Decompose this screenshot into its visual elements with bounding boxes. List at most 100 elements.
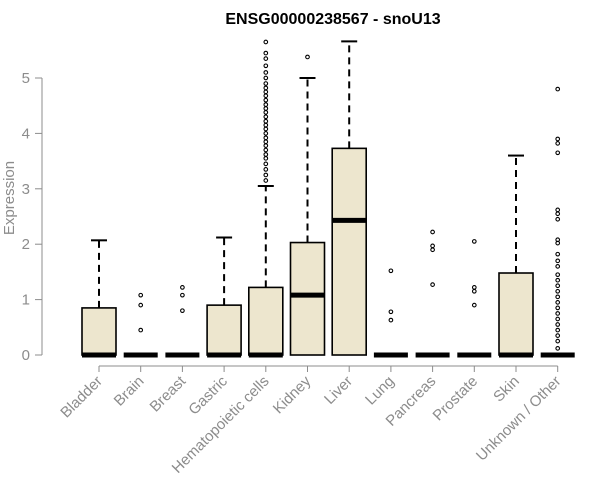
x-tick-label: Breast bbox=[147, 372, 190, 415]
box-hematopoietic-cells bbox=[248, 39, 284, 358]
x-tick-label: Kidney bbox=[270, 372, 315, 417]
outlier-point bbox=[555, 288, 561, 294]
outlier-point bbox=[263, 109, 269, 115]
box-lung bbox=[373, 268, 408, 358]
outlier-point bbox=[263, 106, 269, 111]
outlier-point bbox=[263, 122, 269, 128]
x-tick-label: Bladder bbox=[57, 373, 106, 422]
x-tick-label: Liver bbox=[321, 373, 356, 408]
chart-title: ENSG00000238567 - snoU13 bbox=[225, 11, 440, 28]
outlier-point bbox=[430, 282, 435, 287]
outlier-point bbox=[555, 272, 561, 278]
outlier-point bbox=[263, 143, 269, 148]
box-body bbox=[81, 307, 117, 356]
x-tick-label: Brain bbox=[111, 373, 148, 410]
outlier-point bbox=[263, 75, 269, 81]
outlier-point bbox=[555, 86, 561, 92]
y-tick-label: 4 bbox=[22, 125, 30, 142]
outlier-point bbox=[263, 139, 269, 145]
outlier-point bbox=[263, 63, 269, 69]
outlier-point bbox=[305, 54, 310, 60]
outlier-point bbox=[263, 178, 269, 183]
outlier-point bbox=[263, 56, 269, 61]
box-body bbox=[498, 272, 534, 356]
outlier-point bbox=[555, 305, 561, 311]
box-unknown-other bbox=[540, 86, 575, 358]
outlier-point bbox=[555, 333, 561, 338]
box-body bbox=[248, 286, 284, 356]
outlier-point bbox=[430, 247, 435, 253]
box-bladder bbox=[81, 239, 117, 358]
y-tick-label: 1 bbox=[22, 292, 30, 309]
outlier-point bbox=[555, 258, 561, 264]
outlier-point bbox=[263, 89, 269, 95]
y-tick-label: 2 bbox=[22, 236, 30, 253]
outlier-point bbox=[263, 147, 269, 153]
outlier-point bbox=[263, 161, 269, 167]
outlier-point bbox=[263, 152, 269, 157]
outlier-point bbox=[555, 346, 561, 351]
outlier-point bbox=[263, 70, 269, 75]
box-body bbox=[289, 241, 326, 356]
box-gastric bbox=[206, 236, 242, 358]
outlier-point bbox=[263, 135, 269, 141]
outlier-point bbox=[388, 309, 394, 315]
x-tick-label: Lung bbox=[362, 373, 398, 409]
outlier-point bbox=[555, 311, 561, 316]
outlier-point bbox=[555, 150, 561, 156]
box-liver bbox=[331, 40, 368, 356]
outlier-point bbox=[555, 338, 561, 344]
outlier-point bbox=[555, 277, 561, 283]
box-body bbox=[206, 304, 242, 356]
outlier-point bbox=[180, 308, 185, 314]
outlier-point bbox=[263, 172, 269, 178]
box-prostate bbox=[457, 239, 492, 358]
y-axis-title: Expression bbox=[1, 161, 18, 235]
y-tick-label: 0 bbox=[22, 347, 30, 364]
outlier-point bbox=[263, 126, 269, 132]
outlier-point bbox=[263, 50, 269, 56]
outlier-point bbox=[555, 264, 561, 269]
outlier-point bbox=[555, 327, 561, 333]
outlier-point bbox=[263, 85, 269, 91]
outlier-point bbox=[555, 300, 561, 305]
x-tick-label: Skin bbox=[490, 373, 523, 406]
outlier-point bbox=[263, 39, 269, 45]
outlier-point bbox=[555, 216, 561, 222]
boxes-group bbox=[81, 39, 575, 358]
outlier-point bbox=[180, 292, 185, 298]
outlier-point bbox=[263, 167, 269, 172]
outlier-point bbox=[388, 317, 394, 323]
outlier-point bbox=[471, 285, 477, 290]
outlier-point bbox=[430, 243, 435, 249]
outlier-point bbox=[263, 102, 269, 107]
outlier-point bbox=[263, 131, 269, 136]
outlier-point bbox=[430, 229, 435, 235]
outlier-point bbox=[555, 211, 561, 217]
y-tick-label: 3 bbox=[22, 181, 30, 198]
outlier-point bbox=[555, 316, 561, 322]
outlier-point bbox=[555, 136, 561, 142]
outlier-point bbox=[263, 155, 269, 161]
outlier-point bbox=[555, 322, 561, 327]
outlier-point bbox=[555, 237, 561, 243]
box-pancreas bbox=[415, 229, 450, 358]
outlier-point bbox=[555, 207, 561, 213]
outlier-point bbox=[471, 288, 477, 294]
outlier-point bbox=[555, 294, 561, 300]
outlier-point bbox=[263, 93, 269, 99]
box-kidney bbox=[289, 54, 326, 356]
outlier-point bbox=[555, 141, 561, 146]
box-body bbox=[331, 147, 368, 356]
outlier-point bbox=[138, 327, 144, 333]
y-axis: 0 1 2 3 4 5 bbox=[22, 70, 43, 364]
outlier-point bbox=[138, 302, 144, 308]
outlier-point bbox=[388, 268, 394, 274]
outlier-point bbox=[471, 239, 477, 244]
box-breast bbox=[165, 285, 200, 358]
outlier-point bbox=[138, 292, 144, 298]
x-tick-label: Prostate bbox=[430, 373, 482, 425]
outlier-point bbox=[555, 251, 561, 257]
outlier-point bbox=[471, 302, 477, 308]
